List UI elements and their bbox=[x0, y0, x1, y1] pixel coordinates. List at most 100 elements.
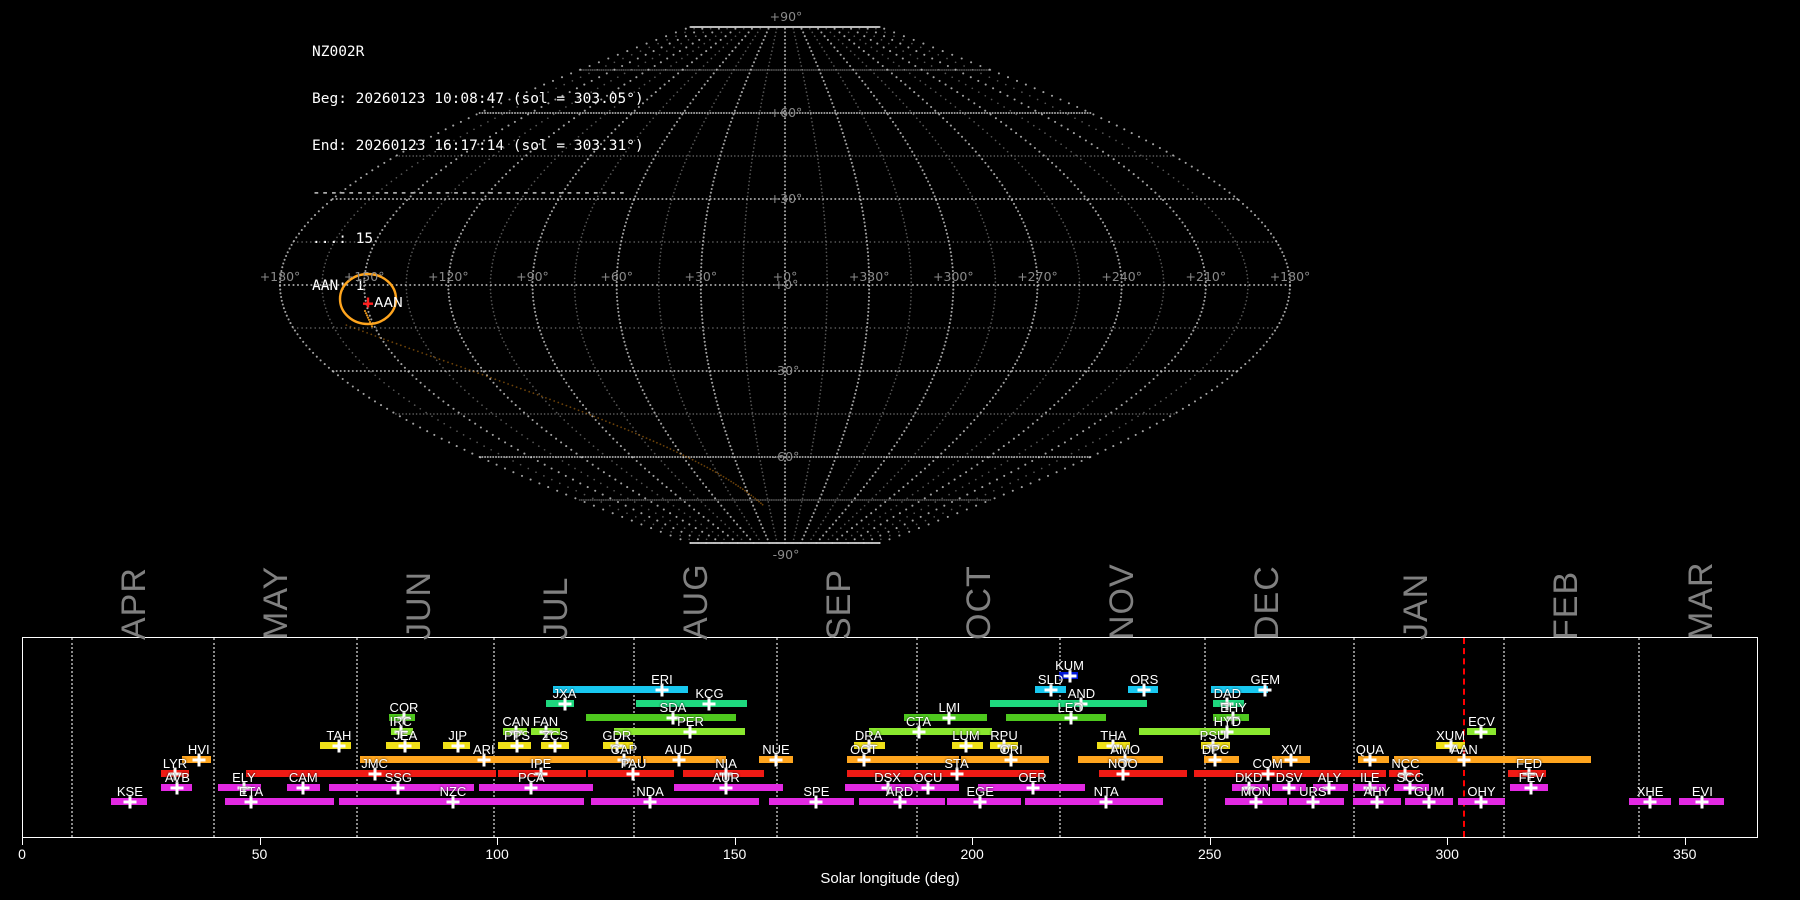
shower-activity-bar[interactable] bbox=[989, 700, 1147, 707]
shower-code-label: ARI bbox=[472, 742, 495, 757]
shower-activity-bar[interactable] bbox=[224, 798, 335, 805]
shower-activity-bar[interactable] bbox=[1006, 714, 1107, 721]
shower-code-label: IRC bbox=[389, 714, 412, 729]
shower-code-label: PAU bbox=[620, 756, 647, 771]
month-gridline bbox=[1502, 638, 1505, 837]
shower-peak-marker bbox=[1220, 697, 1234, 710]
month-gridline bbox=[1058, 638, 1061, 837]
shower-code-label: EHY bbox=[1220, 700, 1247, 715]
shower-code-label: FED bbox=[1515, 756, 1542, 771]
shower-peak-marker bbox=[1261, 767, 1275, 780]
shower-activity-bar[interactable] bbox=[847, 756, 959, 763]
shower-peak-marker bbox=[1643, 795, 1657, 808]
ra-label: +150° bbox=[344, 269, 385, 284]
radiant-overlay: AAN bbox=[338, 272, 403, 328]
shower-activity-bar[interactable] bbox=[552, 686, 689, 693]
shower-code-label: DSX bbox=[874, 770, 901, 785]
shower-activity-bar[interactable] bbox=[590, 798, 760, 805]
shower-activity-bar[interactable] bbox=[1025, 798, 1164, 805]
ra-label: +240° bbox=[1101, 269, 1142, 284]
shower-peak-marker bbox=[643, 795, 657, 808]
solar-longitude-axis: 0 50 100 150 200 250 300 350 Solar longitude (d… bbox=[18, 838, 1758, 898]
shower-code-label: AND bbox=[1067, 686, 1096, 701]
month-label: JUN bbox=[399, 570, 438, 640]
shower-peak-marker bbox=[921, 781, 935, 794]
shower-peak-marker bbox=[558, 697, 572, 710]
shower-peak-marker bbox=[672, 753, 686, 766]
shower-activity-bar[interactable] bbox=[1194, 770, 1387, 777]
shower-code-label: PPS bbox=[504, 728, 531, 743]
shower-peak-marker bbox=[524, 781, 538, 794]
shower-code-label: XUM bbox=[1436, 728, 1466, 743]
shower-code-label: ARD bbox=[885, 784, 914, 799]
shower-activity-bar[interactable] bbox=[635, 700, 748, 707]
shower-peak-marker bbox=[617, 753, 631, 766]
shower-code-label: DKD bbox=[1234, 770, 1263, 785]
ra-label: +0° bbox=[773, 269, 798, 284]
camera-id: NZ002R bbox=[312, 44, 365, 61]
shower-peak-marker bbox=[1282, 781, 1296, 794]
shower-peak-marker bbox=[942, 711, 956, 724]
x-tick-label: 300 bbox=[1435, 846, 1459, 862]
ra-label: +180° bbox=[1270, 269, 1311, 284]
shower-peak-marker bbox=[769, 753, 783, 766]
shower-code-label: NZC bbox=[439, 784, 467, 799]
shower-code-label: DSV bbox=[1275, 770, 1303, 785]
shower-code-label: AUD bbox=[664, 742, 693, 757]
begin-time-line: Beg: 20260123 10:08:47 (sol = 303.05°) bbox=[312, 90, 644, 107]
shower-code-label: AHY bbox=[1363, 784, 1391, 799]
shower-code-label: ILE bbox=[1360, 770, 1380, 785]
x-tick-label: 250 bbox=[1197, 846, 1222, 862]
shower-activity-bar[interactable] bbox=[847, 770, 1045, 777]
celestial-grid bbox=[278, 25, 1292, 545]
shower-peak-marker bbox=[1063, 669, 1077, 682]
sky-grid-labels: +90° +60° +30° +0° -30° -60° -90° +180° +150° +12… bbox=[260, 9, 1311, 562]
month-label: FEB bbox=[1546, 570, 1585, 640]
sky-map-svg: AAN +90° +60° +30° +0° -30° -60° -90° +180° +150… bbox=[260, 9, 1311, 562]
shower-code-label: PSU bbox=[1199, 728, 1227, 743]
shower-peak-marker bbox=[1363, 781, 1377, 794]
shower-code-label: QUA bbox=[1355, 742, 1384, 757]
month-label: DEC bbox=[1247, 565, 1286, 640]
shower-activity-timeline: APR MAY JUN JUL AUG SEP OCT NOV DEC JAN FEB MAR KUM E… bbox=[22, 561, 1758, 838]
shower-activity-bar[interactable] bbox=[338, 798, 584, 805]
shower-peak-marker bbox=[332, 739, 346, 752]
shower-activity-bar[interactable] bbox=[614, 728, 746, 735]
month-gridline bbox=[1353, 638, 1356, 837]
shower-peak-marker bbox=[1474, 795, 1488, 808]
shower-activity-bar[interactable] bbox=[1139, 728, 1271, 735]
shower-activity-bar[interactable] bbox=[555, 756, 641, 763]
shower-peak-marker bbox=[391, 781, 405, 794]
ra-label: +90° bbox=[516, 269, 549, 284]
shower-code-label: CAP bbox=[610, 742, 638, 757]
shower-code-label: AMO bbox=[1110, 742, 1140, 757]
shower-activity-bar[interactable] bbox=[1099, 770, 1187, 777]
radiant-circle-aan[interactable] bbox=[338, 272, 398, 326]
shower-activity-bar[interactable] bbox=[1393, 756, 1591, 763]
shower-code-label: MON bbox=[1240, 784, 1271, 799]
shower-peak-marker bbox=[1044, 683, 1058, 696]
shower-peak-marker bbox=[1398, 767, 1412, 780]
shower-code-label: HYD bbox=[1213, 714, 1242, 729]
shower-peak-marker bbox=[192, 753, 206, 766]
shower-activity-bar[interactable] bbox=[585, 714, 736, 721]
shower-code-label: OHY bbox=[1467, 784, 1496, 799]
x-tick bbox=[259, 838, 261, 845]
shower-code-label: FEV bbox=[1518, 770, 1544, 785]
shower-peak-marker bbox=[1220, 725, 1234, 738]
x-tick-label: 200 bbox=[960, 846, 984, 862]
shower-activity-bar[interactable] bbox=[868, 728, 993, 735]
shower-peak-marker bbox=[398, 739, 412, 752]
shower-peak-marker bbox=[296, 781, 310, 794]
shower-peak-marker bbox=[997, 739, 1011, 752]
shower-code-label: AAN bbox=[1450, 742, 1478, 757]
shower-activity-bar[interactable] bbox=[1210, 686, 1268, 693]
ra-label: +330° bbox=[849, 269, 890, 284]
x-tick-label: 100 bbox=[485, 846, 509, 862]
shower-code-label: ECV bbox=[1468, 714, 1495, 729]
shower-peak-marker bbox=[1444, 739, 1458, 752]
radiant-marker-cross bbox=[363, 297, 373, 308]
shower-peak-marker bbox=[1457, 753, 1471, 766]
shower-activity-bar[interactable] bbox=[360, 756, 579, 763]
x-tick bbox=[972, 838, 974, 845]
